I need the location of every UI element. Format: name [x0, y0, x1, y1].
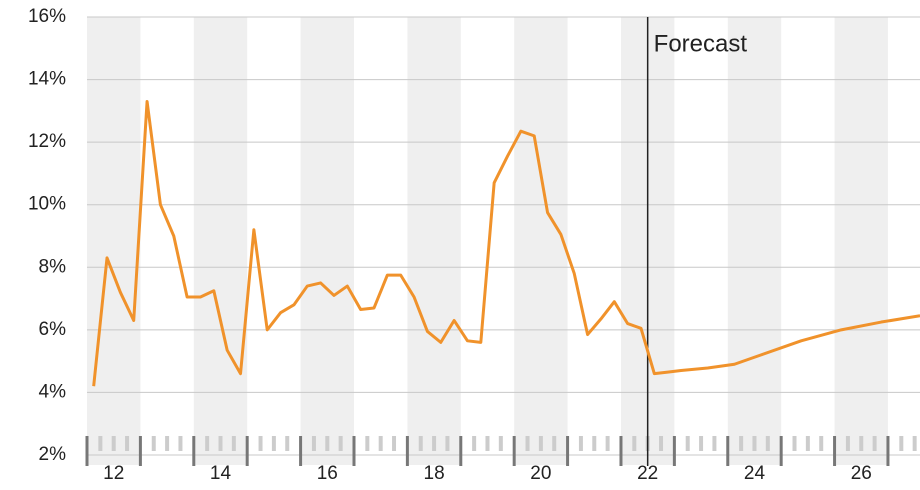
year-band — [514, 17, 568, 465]
year-band — [193, 17, 248, 465]
x-tick-label: 24 — [744, 463, 766, 484]
series-line — [92, 99, 920, 387]
x-tick-label: 12 — [103, 463, 124, 484]
forecast-label: Forecast — [654, 30, 748, 57]
y-tick-label: 4% — [39, 381, 67, 402]
y-tick-label: 6% — [39, 319, 67, 340]
year-band — [834, 17, 888, 465]
x-tick-label: 16 — [317, 463, 338, 484]
y-tick-label: 14% — [28, 69, 66, 90]
year-band — [727, 17, 782, 465]
x-tick-label: 22 — [637, 463, 658, 484]
y-tick-label: 2% — [39, 444, 67, 465]
y-tick-label: 10% — [28, 194, 66, 215]
x-tick-label: 18 — [424, 463, 445, 484]
x-tick-label: 26 — [851, 463, 872, 484]
y-tick-label: 16% — [28, 6, 66, 27]
year-band — [407, 17, 461, 465]
y-tick-label: 12% — [28, 131, 66, 152]
year-band — [300, 17, 354, 465]
year-band — [87, 17, 141, 465]
x-tick-label: 14 — [210, 463, 232, 484]
y-tick-label: 8% — [39, 256, 67, 277]
x-tick-label: 20 — [530, 463, 551, 484]
